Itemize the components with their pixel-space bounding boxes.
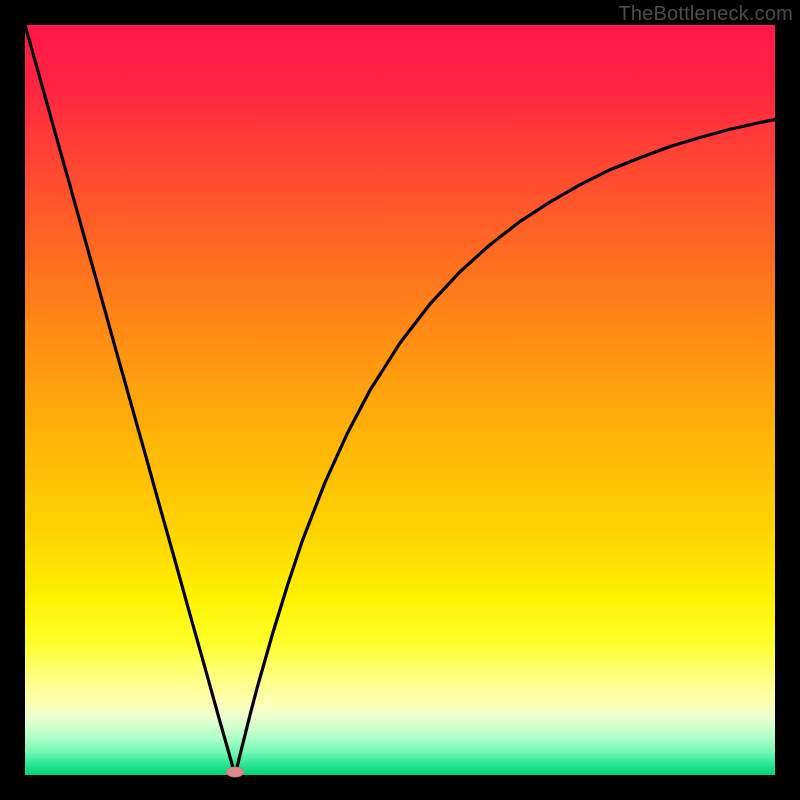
chart-background bbox=[25, 25, 775, 775]
chart-canvas bbox=[0, 0, 800, 800]
attribution-label: TheBottleneck.com bbox=[618, 3, 793, 26]
chart-frame: TheBottleneck.com bbox=[0, 0, 800, 800]
minimum-marker bbox=[226, 767, 244, 778]
